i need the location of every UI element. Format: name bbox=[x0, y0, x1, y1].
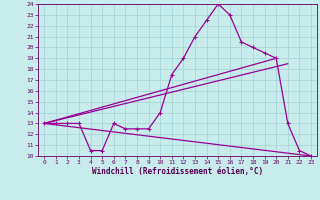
X-axis label: Windchill (Refroidissement éolien,°C): Windchill (Refroidissement éolien,°C) bbox=[92, 167, 263, 176]
